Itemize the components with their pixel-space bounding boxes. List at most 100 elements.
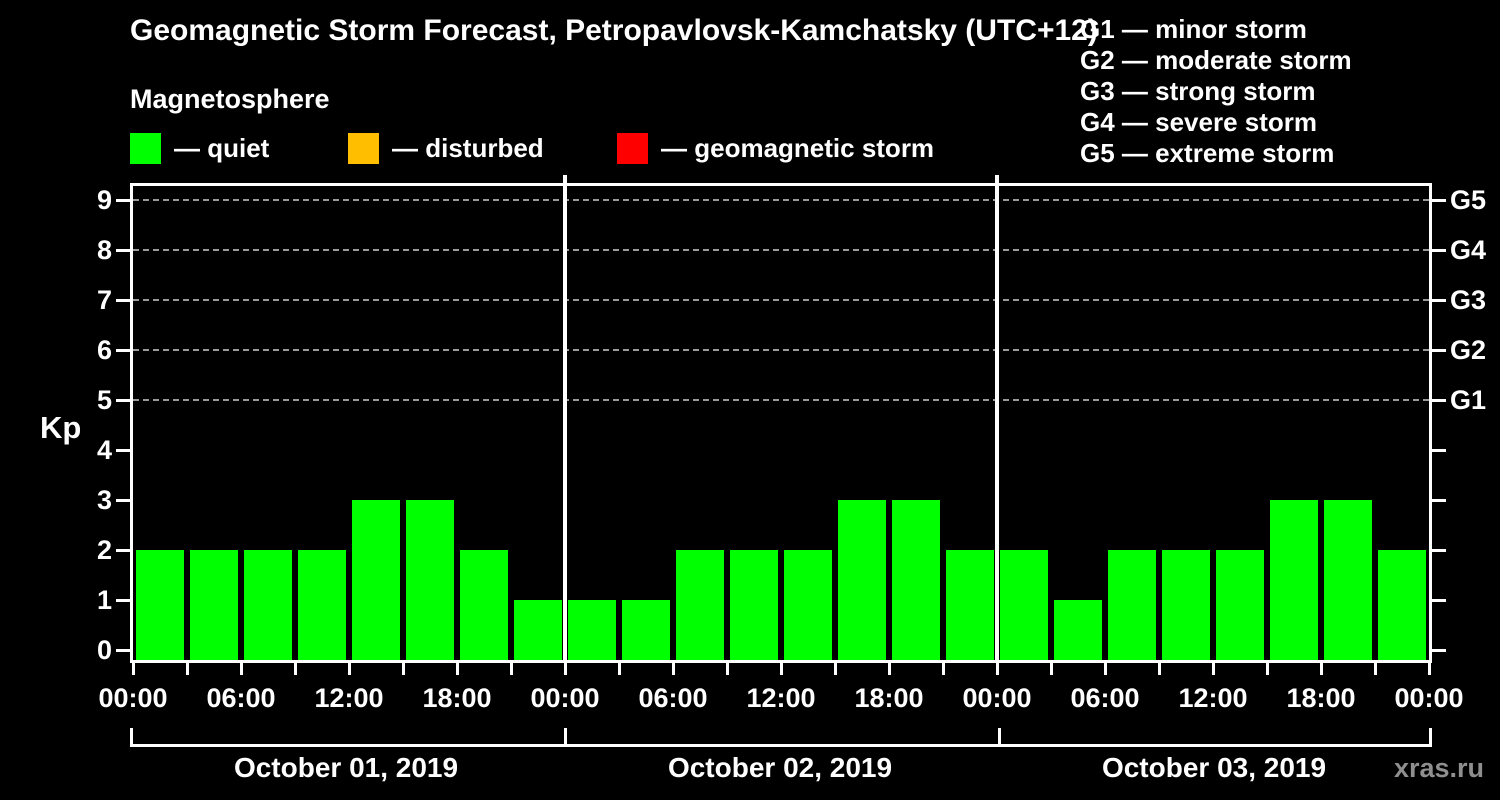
kp-bar-day1-slot3 xyxy=(244,550,292,660)
y-axis-title: Kp xyxy=(40,410,82,445)
x-axis-tick xyxy=(888,663,891,675)
kp-bar-day1-slot1 xyxy=(136,550,184,660)
date-bracket-tick xyxy=(1429,728,1432,744)
date-bracket-tick xyxy=(564,728,567,744)
x-axis-tick xyxy=(456,663,459,675)
legend-label: — quiet xyxy=(174,133,270,163)
gridline-kp6 xyxy=(133,349,1429,351)
g-axis-label-g2: G2 xyxy=(1450,335,1487,365)
y-axis-label-7: 7 xyxy=(96,285,112,315)
g-legend-line: G1 — minor storm xyxy=(1080,14,1307,44)
y-axis-tick-right xyxy=(1432,349,1446,352)
y-axis-tick-right xyxy=(1432,449,1446,452)
quiet-swatch-icon xyxy=(130,133,161,164)
kp-bar-day2-slot7 xyxy=(892,500,940,660)
x-axis-label-end: 00:00 xyxy=(1394,683,1464,713)
y-axis-tick-left xyxy=(116,549,130,552)
kp-bar-day3-slot5 xyxy=(1216,550,1264,660)
y-axis-label-0: 0 xyxy=(96,635,112,665)
g-axis-label-g4: G4 xyxy=(1450,235,1487,265)
g-scale-legend: G1 — minor storm G2 — moderate storm G3 — … xyxy=(1080,14,1352,169)
gridline-kp5 xyxy=(133,399,1429,401)
y-axis-tick-left xyxy=(116,299,130,302)
kp-bar-day2-slot8 xyxy=(946,550,994,660)
x-axis-label: 12:00 xyxy=(1178,683,1248,713)
x-axis-label: 00:00 xyxy=(530,683,600,713)
y-axis-tick-right xyxy=(1432,199,1446,202)
y-axis-tick-right xyxy=(1432,499,1446,502)
kp-bar-day1-slot8 xyxy=(514,600,562,660)
legend-label: — geomagnetic storm xyxy=(661,133,935,163)
kp-bar-day2-slot3 xyxy=(676,550,724,660)
y-axis-label-3: 3 xyxy=(96,485,112,515)
x-axis-tick xyxy=(348,663,351,675)
legend-label: — disturbed xyxy=(392,133,544,163)
disturbed-swatch-icon xyxy=(348,133,379,164)
x-axis-tick xyxy=(672,663,675,675)
x-axis-tick xyxy=(564,663,567,675)
kp-bar-day3-slot3 xyxy=(1108,550,1156,660)
x-axis-tick xyxy=(1428,663,1431,675)
y-axis-tick-right xyxy=(1432,249,1446,252)
y-axis-tick-left xyxy=(116,449,130,452)
kp-bar-day3-slot4 xyxy=(1162,550,1210,660)
plot-area xyxy=(130,175,1432,663)
y-axis-tick-left xyxy=(116,349,130,352)
y-axis-label-6: 6 xyxy=(96,335,112,365)
x-axis-label: 00:00 xyxy=(962,683,1032,713)
kp-bar-day1-slot2 xyxy=(190,550,238,660)
x-axis-tick xyxy=(402,663,405,675)
x-axis-tick xyxy=(1320,663,1323,675)
kp-bar-day3-slot1 xyxy=(1000,550,1048,660)
y-axis-label-5: 5 xyxy=(96,385,112,415)
storm-swatch-icon xyxy=(617,133,648,164)
y-axis-tick-left xyxy=(116,249,130,252)
x-axis-tick xyxy=(1158,663,1161,675)
kp-bar-day1-slot5 xyxy=(352,500,400,660)
g-axis-label-g1: G1 xyxy=(1450,385,1487,415)
x-axis-tick xyxy=(834,663,837,675)
x-axis-label: 06:00 xyxy=(206,683,276,713)
y-axis-label-9: 9 xyxy=(96,185,112,215)
date-label-day2: October 02, 2019 xyxy=(667,752,893,783)
kp-bar-day3-slot2 xyxy=(1054,600,1102,660)
x-axis-tick xyxy=(1104,663,1107,675)
kp-bar-day3-slot8 xyxy=(1378,550,1426,660)
y-axis-tick-left xyxy=(116,649,130,652)
date-bracket-tick xyxy=(998,728,1001,744)
kp-bar-day3-slot6 xyxy=(1270,500,1318,660)
date-label-day3: October 03, 2019 xyxy=(1101,752,1327,783)
y-axis-tick-left xyxy=(116,599,130,602)
gridline-kp9 xyxy=(133,199,1429,201)
chart-subtitle: Magnetosphere xyxy=(130,84,330,114)
legend-item-disturbed: — disturbed xyxy=(348,132,544,165)
g-legend-line: G5 — extreme storm xyxy=(1080,138,1335,168)
x-axis-label: 06:00 xyxy=(638,683,708,713)
kp-bar-day2-slot6 xyxy=(838,500,886,660)
gridline-kp8 xyxy=(133,249,1429,251)
y-axis-tick-left xyxy=(116,399,130,402)
y-axis-label-1: 1 xyxy=(96,585,112,615)
g-legend-line: G4 — severe storm xyxy=(1080,107,1318,137)
watermark: xras.ru xyxy=(1393,753,1484,783)
x-axis-label: 00:00 xyxy=(98,683,168,713)
x-axis-tick xyxy=(186,663,189,675)
date-bracket-line xyxy=(130,744,1432,747)
kp-bar-day2-slot4 xyxy=(730,550,778,660)
x-axis-tick xyxy=(132,663,135,675)
legend-item-quiet: — quiet xyxy=(130,132,269,165)
kp-bar-day2-slot5 xyxy=(784,550,832,660)
y-axis-label-4: 4 xyxy=(96,435,112,465)
y-axis-tick-right xyxy=(1432,599,1446,602)
legend-item-storm: — geomagnetic storm xyxy=(617,132,934,165)
g-axis-label-g5: G5 xyxy=(1450,185,1487,215)
kp-bar-day3-slot7 xyxy=(1324,500,1372,660)
x-axis-tick xyxy=(1050,663,1053,675)
x-axis-label: 18:00 xyxy=(422,683,492,713)
kp-bar-day2-slot2 xyxy=(622,600,670,660)
x-axis-tick xyxy=(240,663,243,675)
x-axis-label: 06:00 xyxy=(1070,683,1140,713)
y-axis-tick-left xyxy=(116,199,130,202)
x-axis-label: 18:00 xyxy=(1286,683,1356,713)
